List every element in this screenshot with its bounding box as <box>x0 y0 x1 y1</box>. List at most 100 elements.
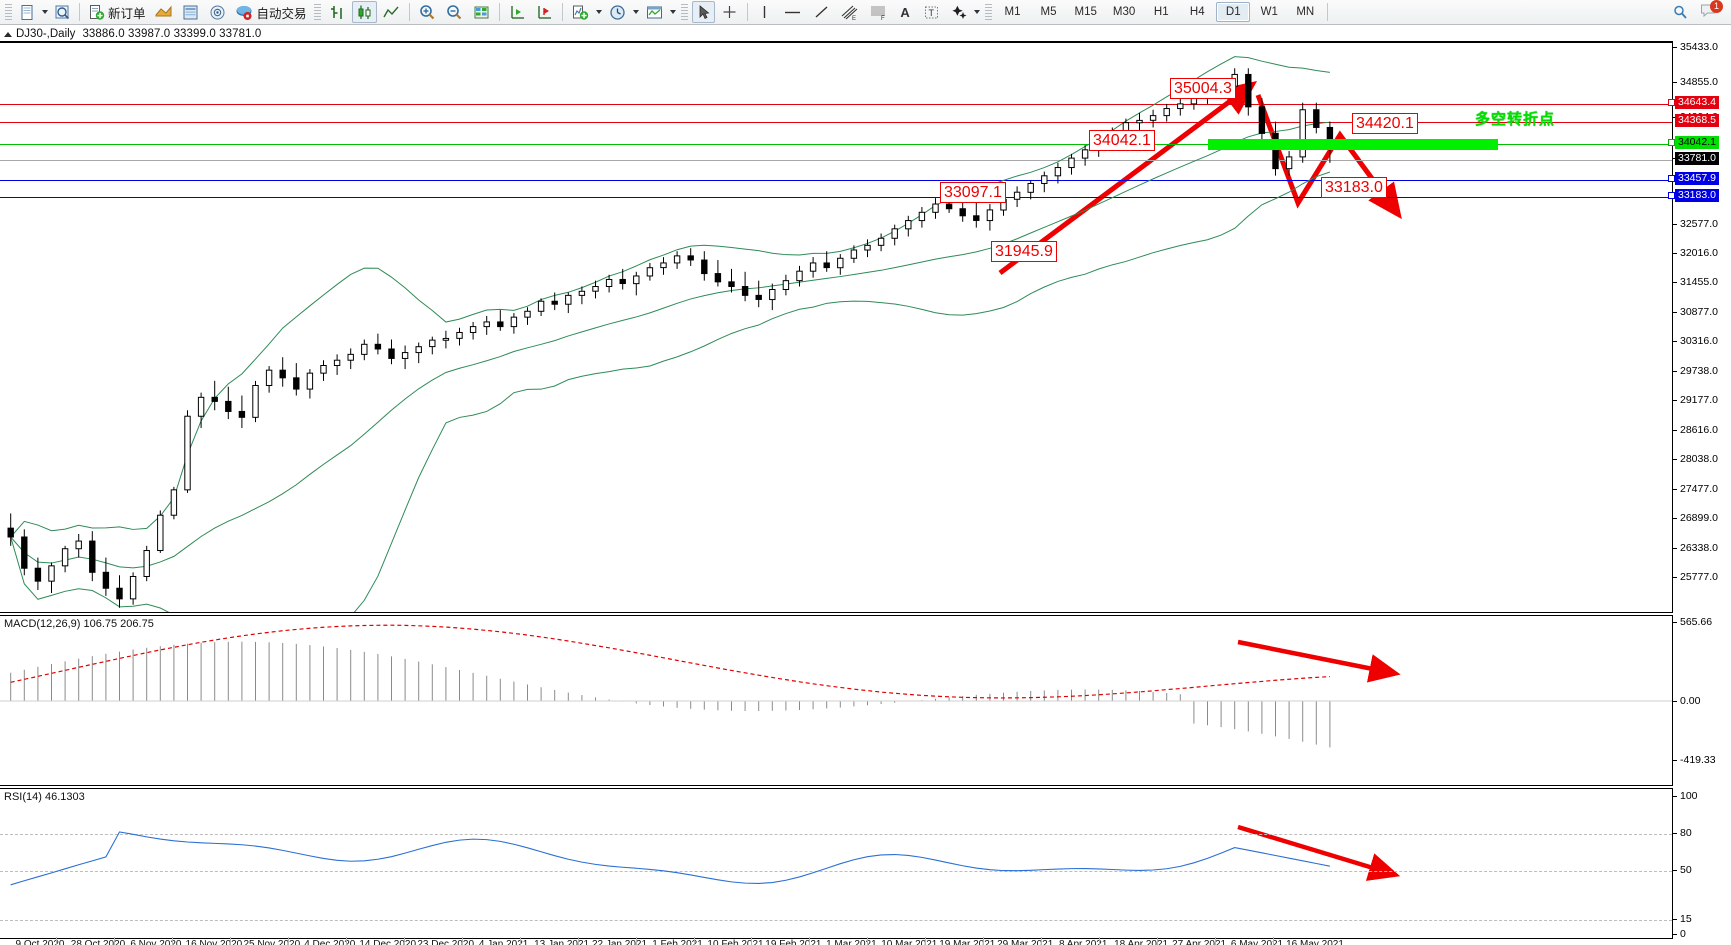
toolbar-grip-3[interactable] <box>680 2 688 22</box>
shapes-icon[interactable] <box>946 1 971 23</box>
timeframe-w1[interactable]: W1 <box>1260 6 1278 18</box>
date-separator <box>1099 937 1101 945</box>
chinese-annotation[interactable]: 多空转折点 <box>1475 110 1556 128</box>
callout-34042[interactable]: 34042.1 <box>1089 130 1155 151</box>
axis-label-33183[interactable]: 33183.0 <box>1675 189 1719 202</box>
timeframe-d1[interactable]: D1 <box>1216 2 1251 22</box>
price-pane[interactable]: 35004.3 34420.1 34042.1 33097.1 31945.9 … <box>0 41 1672 613</box>
toolbar-grip-4[interactable] <box>984 2 992 22</box>
rsi-level-15 <box>0 920 1672 921</box>
axis-label-34042[interactable]: 34042.1 <box>1675 136 1719 149</box>
chart-area[interactable]: 35004.3 34420.1 34042.1 33097.1 31945.9 … <box>0 41 1731 945</box>
zoom-out-icon[interactable] <box>442 1 467 23</box>
timeframe-m15[interactable]: M15 <box>1074 6 1097 18</box>
text-label-icon[interactable]: T <box>919 1 944 23</box>
timeframe-m1[interactable]: M1 <box>1004 6 1021 18</box>
bar-chart-icon[interactable] <box>325 1 350 23</box>
templates-icon[interactable] <box>642 1 667 23</box>
date-separator <box>635 937 637 945</box>
cursor-icon[interactable] <box>691 1 715 23</box>
timeframe-h1[interactable]: H1 <box>1153 6 1169 18</box>
highlight-band[interactable] <box>1208 139 1498 150</box>
axis-label-34643[interactable]: 34643.4 <box>1675 96 1719 109</box>
chart-shift-icon[interactable] <box>532 1 557 23</box>
market-watch-icon[interactable] <box>151 1 176 23</box>
rsi-pane[interactable]: RSI(14) 46.1303 <box>0 788 1672 939</box>
callout-33097[interactable]: 33097.1 <box>940 182 1006 203</box>
axis-tick-35433: 35433.0 <box>1673 42 1731 53</box>
timeframe-m5[interactable]: M5 <box>1040 6 1057 18</box>
auto-trading-button[interactable]: 自动交易 <box>232 1 310 23</box>
macd-tick-zero: 0.00 <box>1673 696 1731 707</box>
axis-label-33781[interactable]: 33781.0 <box>1675 152 1719 165</box>
axis-label-34368[interactable]: 34368.5 <box>1675 114 1719 127</box>
periods-icon[interactable] <box>605 1 630 23</box>
price-axis[interactable]: 35433.0 34855.0 34294.0 33781.0 32577.0 … <box>1668 41 1731 613</box>
date-tick: 25 Nov 2020 <box>243 939 301 945</box>
indicators-icon[interactable] <box>568 1 593 23</box>
fibonacci-icon[interactable]: F <box>865 1 892 23</box>
resistance-line-34643[interactable] <box>0 104 1672 105</box>
toolbar-separator-3 <box>498 3 500 21</box>
support-line-33183[interactable] <box>0 197 1672 198</box>
callout-34420[interactable]: 34420.1 <box>1352 113 1418 134</box>
callout-35004[interactable]: 35004.3 <box>1170 78 1236 99</box>
date-separator <box>229 937 231 945</box>
notification-icon[interactable]: 1 <box>1699 0 1723 22</box>
candlestick-chart-icon[interactable] <box>351 1 377 23</box>
horizontal-line-icon[interactable] <box>778 1 807 23</box>
resistance-line-34368[interactable] <box>0 122 1672 123</box>
timeframe-mn[interactable]: MN <box>1296 6 1315 18</box>
vertical-line-icon[interactable] <box>753 1 776 23</box>
toolbar-separator-6 <box>1327 3 1329 21</box>
date-tick: 8 Apr 2021 <box>1059 939 1108 945</box>
callout-33183[interactable]: 33183.0 <box>1321 177 1387 198</box>
new-order-button[interactable]: 新订单 <box>85 1 149 23</box>
new-document-icon[interactable] <box>16 1 39 23</box>
date-separator <box>403 937 405 945</box>
toolbar-separator-5 <box>746 3 748 21</box>
timeframe-h4[interactable]: H4 <box>1189 6 1205 18</box>
rsi-arrow-overlay <box>1237 824 1401 881</box>
data-window-icon[interactable] <box>178 1 203 23</box>
templates-dropdown-icon[interactable] <box>668 1 678 23</box>
axis-label-33457[interactable]: 33457.9 <box>1675 172 1719 185</box>
chart-inspect-icon[interactable] <box>51 1 74 23</box>
equidistant-channel-icon[interactable]: E <box>836 1 863 23</box>
date-tick: 23 Dec 2020 <box>417 939 475 945</box>
collapse-triangle-icon[interactable] <box>4 31 12 37</box>
axis-tick-28038: 28038.0 <box>1673 454 1731 465</box>
macd-pane[interactable]: MACD(12,26,9) 106.75 206.75 <box>0 615 1672 786</box>
grid-icon[interactable] <box>469 1 494 23</box>
toolbar-grip-2[interactable] <box>313 2 321 22</box>
text-icon[interactable]: A <box>894 1 917 23</box>
trendline-icon[interactable] <box>809 1 834 23</box>
date-separator <box>925 937 927 945</box>
zoom-in-icon[interactable] <box>415 1 440 23</box>
toolbar-separator-2 <box>408 3 410 21</box>
shapes-dropdown-icon[interactable] <box>972 1 982 23</box>
rsi-tick-0: 0 <box>1673 929 1731 940</box>
date-axis: 9 Oct 2020 28 Oct 2020 6 Nov 2020 16 Nov 20… <box>0 937 1731 945</box>
crosshair-icon[interactable] <box>717 1 742 23</box>
auto-scroll-icon[interactable] <box>505 1 530 23</box>
rsi-axis: 100 80 50 15 0 <box>1672 788 1731 940</box>
last-price-line-33781[interactable] <box>0 160 1672 161</box>
indicators-dropdown-icon[interactable] <box>594 1 604 23</box>
symbol-info-line: DJ30-,Daily 33886.0 33987.0 33399.0 3378… <box>0 27 261 41</box>
toolbar-grip[interactable] <box>5 2 12 22</box>
axis-tick-32577: 32577.0 <box>1673 219 1731 230</box>
date-separator <box>461 937 463 945</box>
periods-dropdown-icon[interactable] <box>631 1 641 23</box>
axis-tick-26338: 26338.0 <box>1673 543 1731 554</box>
support-line-33457[interactable] <box>0 180 1672 181</box>
callout-31945[interactable]: 31945.9 <box>991 241 1057 262</box>
date-tick: 6 May 2021 <box>1230 939 1284 945</box>
date-tick: 9 Oct 2020 <box>15 939 65 945</box>
search-icon[interactable] <box>1669 1 1692 23</box>
date-tick: 4 Dec 2020 <box>304 939 356 945</box>
new-document-dropdown-icon[interactable] <box>40 1 50 23</box>
navigator-icon[interactable] <box>205 1 230 23</box>
timeframe-m30[interactable]: M30 <box>1112 6 1136 18</box>
line-chart-icon[interactable] <box>379 1 404 23</box>
